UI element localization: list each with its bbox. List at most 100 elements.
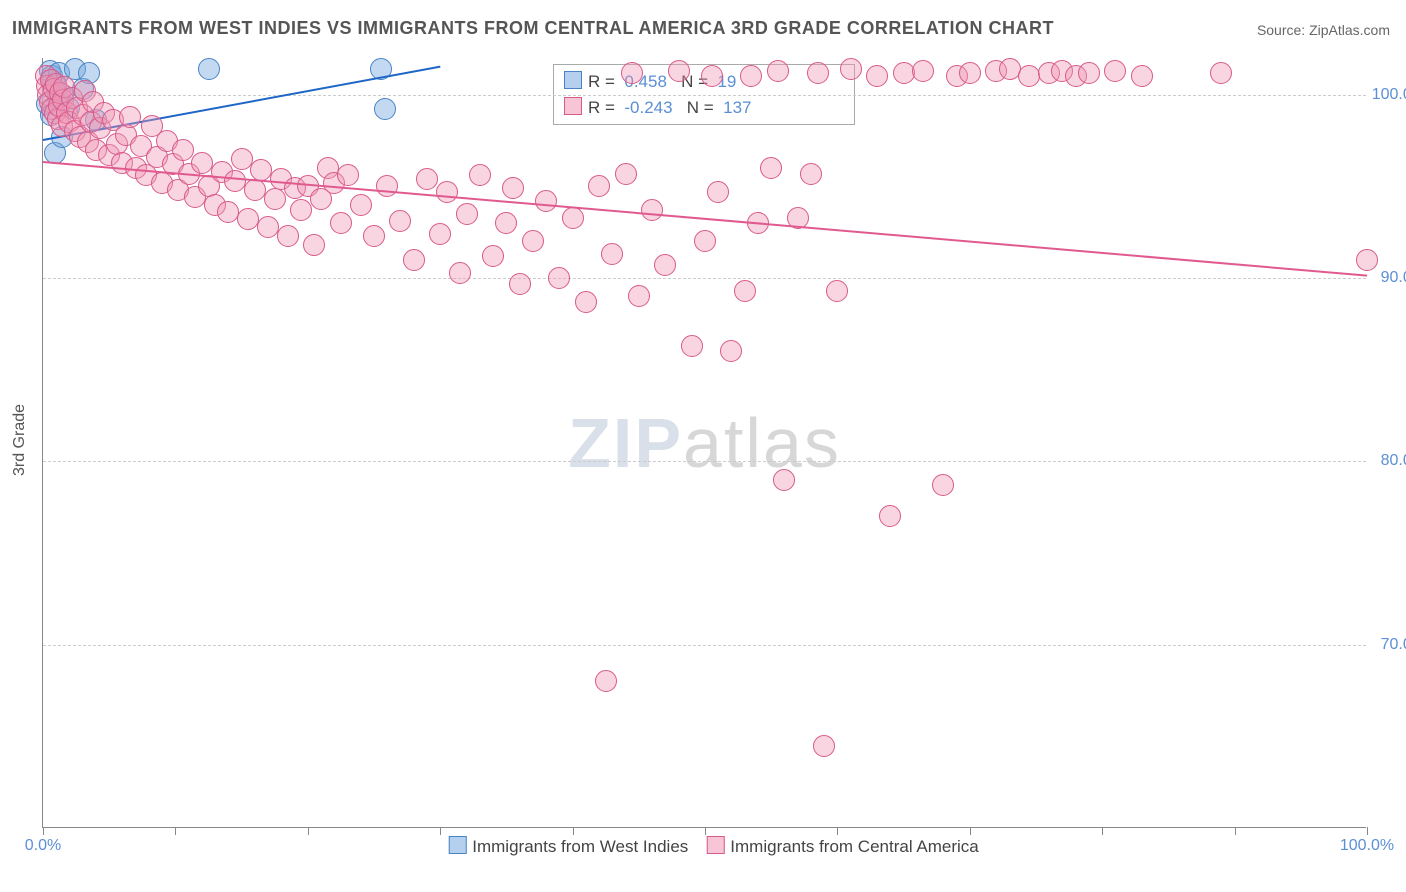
data-point-central_america bbox=[429, 223, 451, 245]
data-point-central_america bbox=[250, 159, 272, 181]
legend-swatch-central_america bbox=[564, 97, 582, 115]
data-point-west_indies bbox=[374, 98, 396, 120]
data-point-central_america bbox=[264, 188, 286, 210]
data-point-central_america bbox=[840, 58, 862, 80]
x-tick-mark bbox=[308, 827, 309, 835]
data-point-central_america bbox=[1210, 62, 1232, 84]
data-point-central_america bbox=[720, 340, 742, 362]
data-point-central_america bbox=[601, 243, 623, 265]
data-point-central_america bbox=[615, 163, 637, 185]
legend-swatch-central_america bbox=[706, 836, 724, 854]
data-point-central_america bbox=[403, 249, 425, 271]
data-point-west_indies bbox=[198, 58, 220, 80]
scatter-plot: ZIPatlas R = 0.458 N = 19R = -0.243 N = … bbox=[42, 58, 1366, 828]
data-point-central_america bbox=[119, 106, 141, 128]
data-point-central_america bbox=[932, 474, 954, 496]
data-point-central_america bbox=[734, 280, 756, 302]
source-name: ZipAtlas.com bbox=[1309, 22, 1390, 38]
data-point-central_america bbox=[588, 175, 610, 197]
data-point-central_america bbox=[807, 62, 829, 84]
x-tick-mark bbox=[573, 827, 574, 835]
data-point-central_america bbox=[1131, 65, 1153, 87]
data-point-central_america bbox=[449, 262, 471, 284]
data-point-central_america bbox=[628, 285, 650, 307]
legend-label-west_indies: Immigrants from West Indies bbox=[472, 837, 688, 856]
legend-label-central_america: Immigrants from Central America bbox=[730, 837, 978, 856]
data-point-central_america bbox=[668, 60, 690, 82]
data-point-central_america bbox=[389, 210, 411, 232]
data-point-central_america bbox=[436, 181, 458, 203]
data-point-central_america bbox=[575, 291, 597, 313]
data-point-central_america bbox=[337, 164, 359, 186]
y-tick-label: 80.0% bbox=[1371, 452, 1406, 470]
data-point-central_america bbox=[701, 65, 723, 87]
data-point-central_america bbox=[244, 179, 266, 201]
x-tick-mark bbox=[440, 827, 441, 835]
data-point-central_america bbox=[1104, 60, 1126, 82]
x-tick-mark bbox=[970, 827, 971, 835]
gridline-h bbox=[43, 461, 1366, 462]
data-point-central_america bbox=[237, 208, 259, 230]
y-tick-label: 90.0% bbox=[1371, 269, 1406, 287]
data-point-central_america bbox=[224, 170, 246, 192]
x-tick-mark bbox=[837, 827, 838, 835]
data-point-central_america bbox=[641, 199, 663, 221]
x-tick-label: 0.0% bbox=[25, 837, 61, 855]
data-point-central_america bbox=[681, 335, 703, 357]
watermark: ZIPatlas bbox=[568, 403, 841, 483]
legend-swatch-west_indies bbox=[564, 71, 582, 89]
x-tick-label: 100.0% bbox=[1340, 837, 1394, 855]
data-point-central_america bbox=[376, 175, 398, 197]
data-point-central_america bbox=[826, 280, 848, 302]
data-point-central_america bbox=[495, 212, 517, 234]
gridline-h bbox=[43, 278, 1366, 279]
data-point-central_america bbox=[621, 62, 643, 84]
chart-title: IMMIGRANTS FROM WEST INDIES VS IMMIGRANT… bbox=[12, 18, 1054, 39]
x-tick-mark bbox=[1235, 827, 1236, 835]
data-point-central_america bbox=[767, 60, 789, 82]
data-point-central_america bbox=[740, 65, 762, 87]
data-point-central_america bbox=[959, 62, 981, 84]
data-point-central_america bbox=[879, 505, 901, 527]
source-prefix: Source: bbox=[1257, 22, 1309, 38]
data-point-central_america bbox=[694, 230, 716, 252]
data-point-central_america bbox=[303, 234, 325, 256]
data-point-central_america bbox=[654, 254, 676, 276]
data-point-central_america bbox=[1078, 62, 1100, 84]
legend: Immigrants from West Indies Immigrants fr… bbox=[430, 836, 978, 857]
data-point-central_america bbox=[760, 157, 782, 179]
x-tick-mark bbox=[1367, 827, 1368, 835]
data-point-central_america bbox=[912, 60, 934, 82]
watermark-atlas: atlas bbox=[683, 404, 841, 482]
data-point-central_america bbox=[502, 177, 524, 199]
data-point-central_america bbox=[363, 225, 385, 247]
data-point-central_america bbox=[217, 201, 239, 223]
watermark-zip: ZIP bbox=[568, 404, 683, 482]
x-tick-mark bbox=[705, 827, 706, 835]
data-point-central_america bbox=[1356, 249, 1378, 271]
data-point-central_america bbox=[350, 194, 372, 216]
data-point-central_america bbox=[866, 65, 888, 87]
stats-row-central_america: R = -0.243 N = 137 bbox=[564, 95, 844, 121]
data-point-central_america bbox=[509, 273, 531, 295]
data-point-central_america bbox=[999, 58, 1021, 80]
data-point-central_america bbox=[277, 225, 299, 247]
data-point-central_america bbox=[330, 212, 352, 234]
data-point-central_america bbox=[456, 203, 478, 225]
gridline-h bbox=[43, 95, 1366, 96]
y-axis-label: 3rd Grade bbox=[11, 404, 29, 476]
data-point-central_america bbox=[482, 245, 504, 267]
data-point-central_america bbox=[562, 207, 584, 229]
x-tick-mark bbox=[175, 827, 176, 835]
data-point-central_america bbox=[707, 181, 729, 203]
data-point-central_america bbox=[773, 469, 795, 491]
data-point-central_america bbox=[231, 148, 253, 170]
legend-swatch-west_indies bbox=[448, 836, 466, 854]
data-point-central_america bbox=[893, 62, 915, 84]
source-label: Source: ZipAtlas.com bbox=[1257, 22, 1390, 38]
gridline-h bbox=[43, 645, 1366, 646]
y-tick-label: 70.0% bbox=[1371, 636, 1406, 654]
data-point-central_america bbox=[595, 670, 617, 692]
x-tick-mark bbox=[43, 827, 44, 835]
data-point-central_america bbox=[257, 216, 279, 238]
